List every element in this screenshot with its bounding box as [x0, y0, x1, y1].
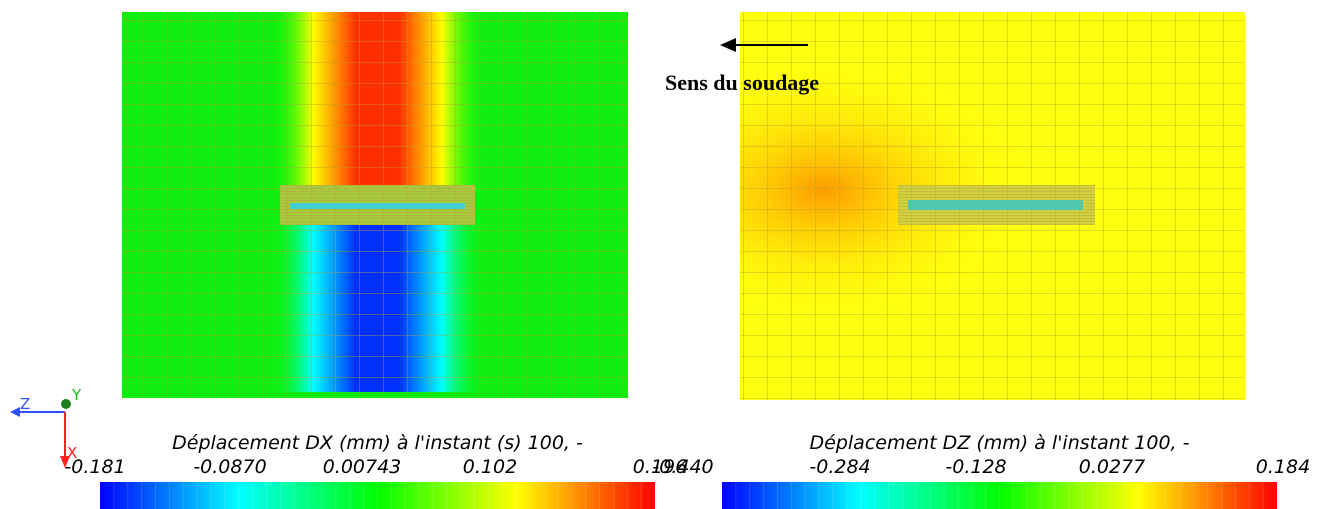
axis-y-label: Y — [71, 386, 82, 404]
colorbar-tick-label: 0.0277 — [1079, 456, 1145, 478]
weld-arrow — [720, 38, 808, 52]
colorbar-tick-label: 0.102 — [463, 456, 517, 478]
colorbar-tick-label: -0.0870 — [193, 456, 266, 478]
colorbar-tick-label: 0.196 — [633, 456, 687, 478]
colorbar-tick-label: -0.440 — [652, 456, 713, 478]
axis-triad: Z Y X — [10, 386, 82, 468]
colorbar-title: Déplacement DZ (mm) à l'instant 100, - — [810, 432, 1190, 454]
colorbar-tick-label: -0.128 — [945, 456, 1006, 478]
left-model — [122, 12, 628, 398]
colorbar-tick-label: -0.284 — [809, 456, 870, 478]
colorbar — [722, 482, 1277, 509]
annotation: Sens du soudage — [665, 70, 819, 95]
colorbar-tick-label: -0.181 — [64, 456, 125, 478]
axis-x-label: X — [67, 444, 77, 462]
colorbar — [100, 482, 655, 509]
colorbar-title: Déplacement DX (mm) à l'instant (s) 100,… — [172, 432, 583, 454]
colorbar-tick-label: 0.00743 — [323, 456, 402, 478]
axis-z-label: Z — [20, 395, 30, 413]
colorbar-tick-label: 0.184 — [1256, 456, 1310, 478]
right-model — [740, 12, 1245, 400]
